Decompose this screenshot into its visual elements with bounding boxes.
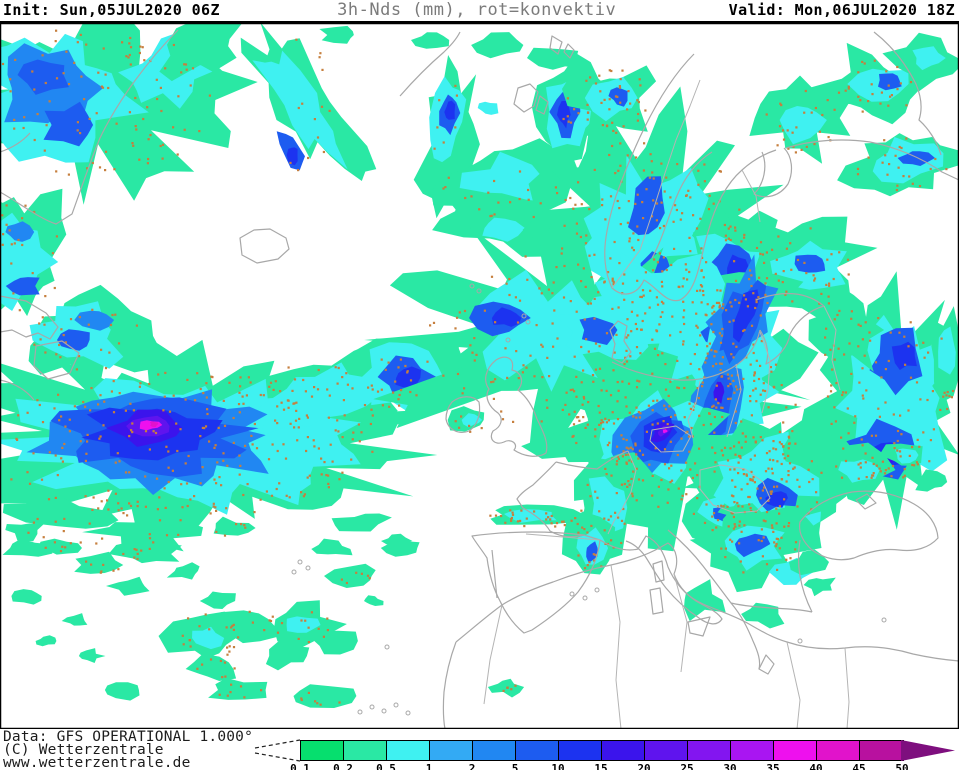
color-scale-segment (602, 741, 645, 760)
color-scale-tick-label: 5 (511, 762, 519, 770)
color-scale-tick-label: 2 (468, 762, 476, 770)
website-label: www.wetterzentrale.de (3, 755, 191, 770)
color-scale-tick-label: 35 (766, 762, 780, 770)
color-scale-tick-label: 45 (852, 762, 866, 770)
color-scale-tick-label: 25 (680, 762, 694, 770)
parameter-title: 3h-Nds (mm), rot=konvektiv (337, 0, 617, 20)
color-scale-segment (387, 741, 430, 760)
color-scale-segment (473, 741, 516, 760)
color-scale-segment (516, 741, 559, 760)
convective-speckles (1, 29, 955, 706)
init-time-label: Init: Sun,05JUL2020 06Z (3, 1, 220, 19)
color-scale-segment (860, 741, 903, 760)
color-scale-segment (344, 741, 387, 760)
color-scale-tick-label: 30 (723, 762, 737, 770)
color-scale-segment (645, 741, 688, 760)
color-scale-segment (774, 741, 817, 760)
color-scale-tick-label: 1 (425, 762, 433, 770)
precipitation-shading (0, 23, 959, 708)
color-scale-tick-label: 10 (551, 762, 565, 770)
coastlines (0, 29, 959, 729)
color-scale-tick-label: 50 (895, 762, 909, 770)
color-scale-tick-label: 40 (809, 762, 823, 770)
map-header: Init: Sun,05JUL2020 06Z 3h-Nds (mm), rot… (0, 0, 959, 23)
color-scale-segment (559, 741, 602, 760)
color-scale-tick-label: 0.1 (290, 762, 310, 770)
color-scale-segment (688, 741, 731, 760)
color-scale-segment (301, 741, 344, 760)
data-source-label: Data: GFS OPERATIONAL 1.000° (3, 729, 254, 745)
color-scale-segment (817, 741, 860, 760)
color-scale-segment (731, 741, 774, 760)
precipitation-map (0, 23, 959, 729)
color-scale-tick-label: 0.5 (376, 762, 396, 770)
precip-color-scale (300, 740, 904, 761)
legend-funnel-dashes (254, 739, 301, 762)
map-footer: Data: GFS OPERATIONAL 1.000° (C) Wetterz… (0, 729, 959, 770)
color-scale-tick-label: 20 (637, 762, 651, 770)
copyright-label: (C) Wetterzentrale (3, 742, 164, 758)
color-scale-tick-label: 15 (594, 762, 608, 770)
color-scale-tick-label: 0.2 (333, 762, 353, 770)
valid-time-label: Valid: Mon,06JUL2020 18Z (728, 1, 955, 19)
color-scale-segment (430, 741, 473, 760)
color-scale-arrow (901, 740, 955, 761)
